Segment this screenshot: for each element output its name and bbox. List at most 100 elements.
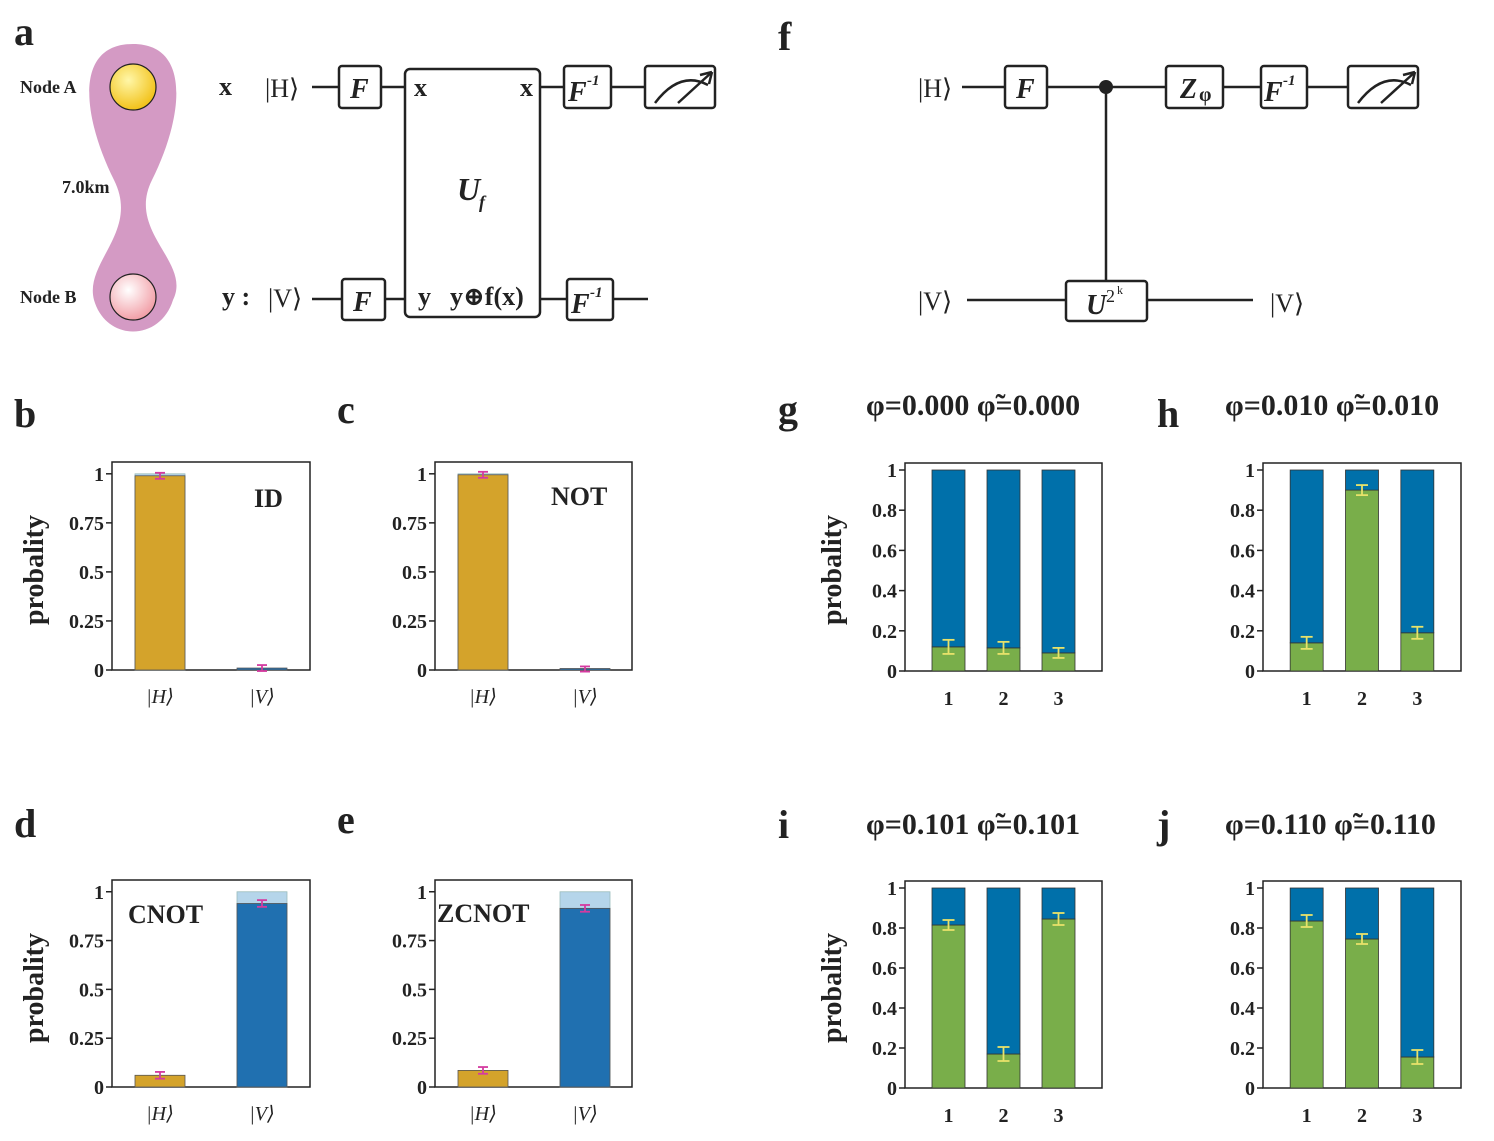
panel-label-j: j [1156, 802, 1170, 847]
gate-z-label: Z [1179, 74, 1197, 105]
gate-tag: ZCNOT [437, 899, 529, 928]
bar-green-2 [1345, 489, 1379, 672]
gate-f-bottom [340, 277, 387, 322]
bar-|V⟩ [236, 903, 288, 1088]
y-tick-label: 0.25 [392, 611, 427, 633]
gate-f-top [337, 64, 383, 110]
x-tick-label: |H⟩ [469, 1103, 497, 1125]
bar-green-1 [931, 924, 966, 1089]
y-tick-label: 0 [94, 660, 104, 682]
y-tick-label: 0.4 [1230, 998, 1255, 1020]
x-tick-label: |H⟩ [146, 686, 174, 708]
chart-d: 0 0.25 0.5 0.75 1 probality |H⟩ |V⟩ CNOT [19, 879, 311, 1125]
plot-frame [111, 461, 311, 671]
gate-u-label: U [1086, 290, 1108, 321]
y-tick-label: 0.5 [79, 562, 104, 584]
panel-label-a: a [14, 9, 34, 54]
x-tick-label: 3 [1412, 688, 1422, 710]
chart-i: 0 0.2 0.4 0.6 0.8 1 probality 1 2 3 φ=0.101 φ̃=0.1… [817, 808, 1103, 1127]
circuit-f-ket-v-out: |V⟩ [1270, 289, 1304, 318]
x-tick-label: 1 [1302, 688, 1312, 710]
node-link-diagram: Node A Node B 7.0km [20, 44, 177, 332]
x-tick-label: 3 [1412, 1105, 1422, 1127]
gate-finv-phase [1259, 64, 1309, 110]
gate-finv-phase-sup: -1 [1283, 73, 1296, 89]
charts-layer: 0 0.25 0.5 0.75 1 probality |H⟩ |V⟩ ID 0 0.25 0.5 0.… [19, 389, 1462, 1127]
chart-b: 0 0.25 0.5 0.75 1 probality |H⟩ |V⟩ ID [19, 461, 311, 708]
node-b-label: Node B [20, 287, 77, 307]
gate-tag: ID [254, 484, 283, 513]
gate-finv-top-sup: -1 [587, 73, 600, 89]
x-tick-label: |V⟩ [572, 686, 598, 708]
bar-blue-2 [986, 887, 1021, 1055]
node-a-circle [109, 63, 157, 111]
panel-label-b: b [14, 391, 36, 436]
circuit-a-ket-h: |H⟩ [265, 74, 299, 103]
y-tick-label: 0 [1245, 661, 1255, 683]
y-tick-label: 1 [94, 882, 104, 904]
y-tick-label: 0 [417, 1077, 427, 1099]
y-tick-label: 0.75 [69, 513, 104, 535]
plot-frame [111, 879, 311, 1088]
y-tick-label: 0.6 [872, 540, 897, 562]
node-b-circle [109, 273, 157, 321]
y-tick-label: 0.5 [402, 979, 427, 1001]
meter-box-a [643, 64, 717, 110]
y-tick-label: 0.8 [1230, 500, 1255, 522]
y-tick-label: 0.25 [392, 1028, 427, 1050]
oracle-x-in: x [414, 73, 427, 102]
y-tick-label: 0.2 [872, 621, 897, 643]
gate-f-phase-label: F [1015, 74, 1035, 105]
y-tick-label: 0.25 [69, 611, 104, 633]
x-tick-label: 3 [1054, 688, 1064, 710]
gate-finv-phase-label: F [1263, 77, 1283, 108]
y-tick-label: 0.6 [872, 958, 897, 980]
gate-f-bottom-label: F [352, 287, 372, 318]
meter-box-f [1346, 64, 1420, 110]
y-tick-label: 0 [1245, 1078, 1255, 1100]
y-tick-label: 0.6 [1230, 540, 1255, 562]
panel-label-h: h [1157, 391, 1179, 436]
bar-green-3 [1041, 918, 1076, 1089]
chart-title: φ=0.110 φ̃=0.110 [1225, 808, 1436, 841]
y-tick-label: 0.2 [872, 1038, 897, 1060]
panel-label-e: e [337, 797, 355, 842]
y-tick-label: 0 [887, 661, 897, 683]
y-tick-label: 0.75 [392, 513, 427, 535]
y-tick-label: 0.8 [872, 500, 897, 522]
meter-arrowhead-f [1402, 70, 1417, 85]
y-tick-label: 0.4 [1230, 581, 1255, 603]
y-tick-label: 0.5 [79, 979, 104, 1001]
plot-frame [434, 879, 633, 1088]
bar-blue-1 [1289, 469, 1324, 644]
plot-frame [434, 461, 633, 671]
y-tick-label: 0.8 [872, 918, 897, 940]
circuit-f-ket-h: |H⟩ [918, 74, 952, 103]
fiber-link-shape [89, 44, 177, 332]
y-tick-label: 0.2 [1230, 1038, 1255, 1060]
chart-title: φ=0.000 φ̃=0.000 [866, 389, 1080, 422]
bar-|H⟩ [134, 475, 186, 671]
gate-tag: CNOT [128, 900, 203, 929]
meter-arc-a [654, 79, 709, 104]
gate-u-supsup: k [1117, 283, 1123, 297]
bar-|H⟩ [457, 474, 509, 671]
y-tick-label: 0.75 [69, 931, 104, 953]
gate-finv-bottom-label: F [570, 289, 590, 320]
circuit-y-label: y : [222, 282, 250, 311]
y-tick-label: 0.25 [69, 1028, 104, 1050]
meter-needle-f [1380, 71, 1416, 104]
y-axis-title: probality [817, 515, 848, 625]
x-tick-label: 3 [1054, 1105, 1064, 1127]
oracle-y-in: y [418, 282, 431, 311]
oracle-box [403, 67, 542, 319]
circuit-f-ket-v-in: |V⟩ [918, 287, 952, 316]
bar-blue-1 [931, 469, 966, 648]
panel-label-i: i [778, 802, 789, 847]
y-tick-label: 1 [1245, 878, 1255, 900]
panel-label-g: g [778, 387, 798, 432]
y-tick-label: 0.2 [1230, 621, 1255, 643]
x-tick-label: |V⟩ [249, 686, 275, 708]
gate-u-sup: 2 [1106, 286, 1115, 306]
